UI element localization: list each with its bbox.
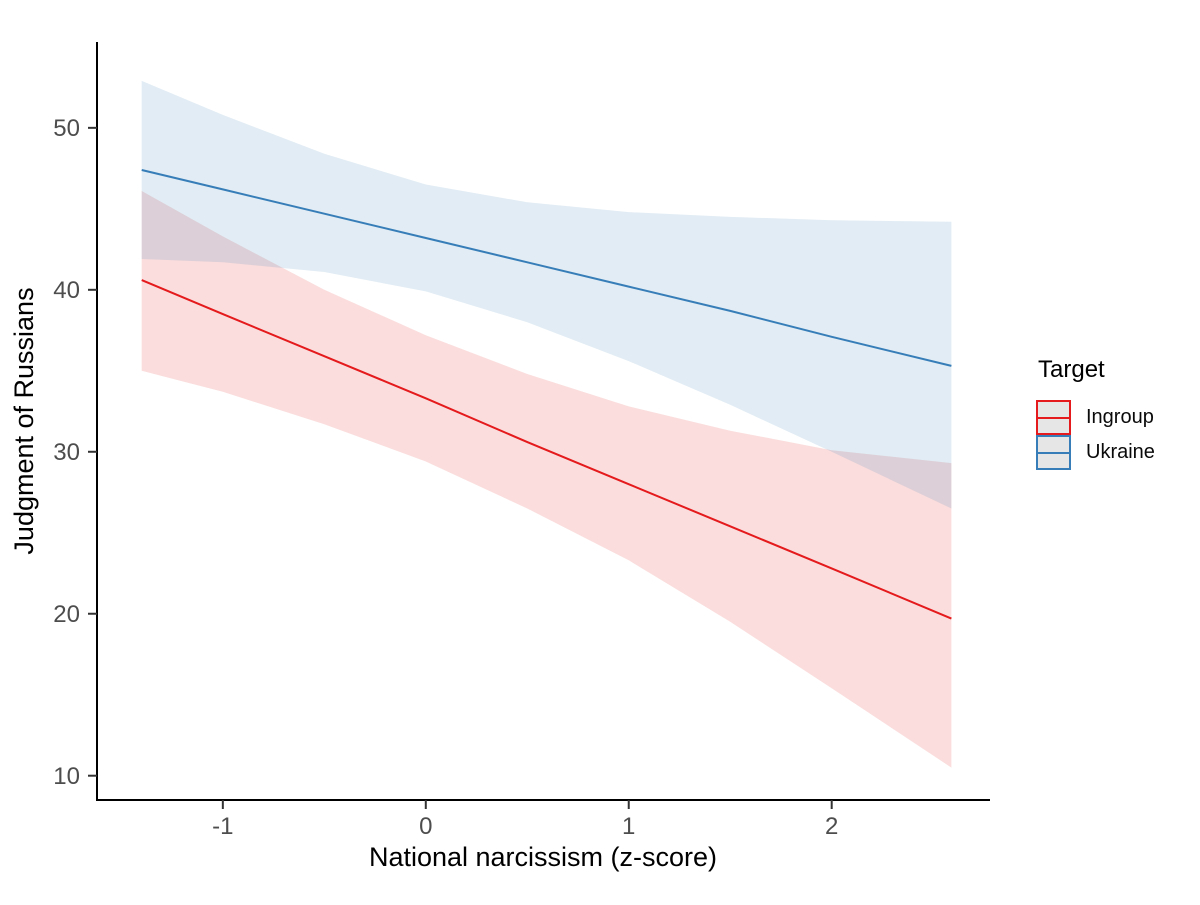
legend-keyline-icon <box>1038 451 1069 454</box>
confidence-band-ingroup <box>141 191 952 768</box>
y-tick-label: 30 <box>53 439 80 466</box>
legend-key-ingroup-icon <box>1036 400 1071 435</box>
axes <box>96 42 990 801</box>
legend-keys: Ingroup Ukraine <box>1036 400 1155 470</box>
legend-title: Target <box>1038 356 1105 383</box>
legend-key-ukraine-icon <box>1036 435 1071 470</box>
y-tick-label: 50 <box>53 115 80 142</box>
axis-ticks: -1 0 1 2 10 20 30 40 50 <box>53 115 838 840</box>
x-tick-label: -1 <box>212 813 233 840</box>
regression-line-ingroup <box>141 279 952 620</box>
y-tick-label: 10 <box>53 763 80 790</box>
y-tick-label: 40 <box>53 277 80 304</box>
legend-item-ukraine: Ukraine <box>1036 435 1155 470</box>
y-axis-title: Judgment of Russians <box>9 287 39 554</box>
regression-lines <box>141 169 952 620</box>
confidence-bands <box>141 80 952 768</box>
y-tick-label: 20 <box>53 601 80 628</box>
x-axis-title: National narcissism (z-score) <box>369 842 717 872</box>
regression-line-ukraine <box>141 169 952 367</box>
legend-label-ingroup: Ingroup <box>1086 406 1154 428</box>
confidence-band-ukraine <box>141 80 952 509</box>
legend: Target Ingroup Ukraine <box>1036 356 1155 470</box>
x-tick-label: 0 <box>419 813 432 840</box>
x-tick-label: 1 <box>622 813 635 840</box>
legend-label-ukraine: Ukraine <box>1086 441 1155 463</box>
legend-item-ingroup: Ingroup <box>1036 400 1155 435</box>
x-tick-label: 2 <box>825 813 838 840</box>
legend-keyline-icon <box>1038 416 1069 419</box>
